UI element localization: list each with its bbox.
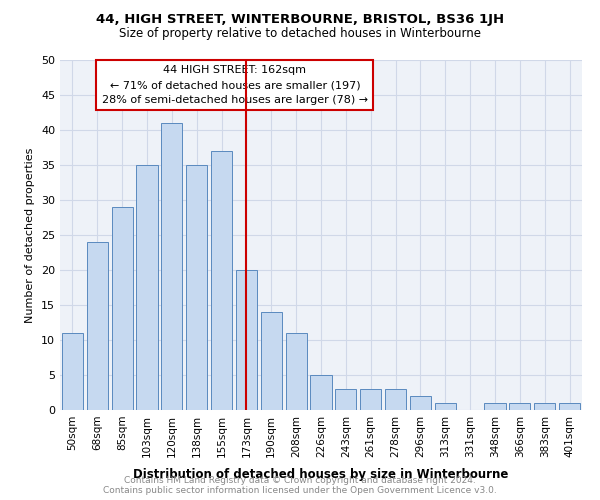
- Y-axis label: Number of detached properties: Number of detached properties: [25, 148, 35, 322]
- Bar: [534, 403, 555, 410]
- Bar: [87, 242, 108, 410]
- Bar: [410, 396, 431, 410]
- Bar: [261, 312, 282, 410]
- Text: 44 HIGH STREET: 162sqm
← 71% of detached houses are smaller (197)
28% of semi-de: 44 HIGH STREET: 162sqm ← 71% of detached…: [102, 66, 368, 105]
- Bar: [509, 403, 530, 410]
- Bar: [360, 389, 381, 410]
- Bar: [559, 403, 580, 410]
- Bar: [186, 165, 207, 410]
- X-axis label: Distribution of detached houses by size in Winterbourne: Distribution of detached houses by size …: [133, 468, 509, 481]
- Bar: [211, 151, 232, 410]
- Bar: [62, 333, 83, 410]
- Bar: [335, 389, 356, 410]
- Bar: [484, 403, 506, 410]
- Bar: [136, 165, 158, 410]
- Text: Size of property relative to detached houses in Winterbourne: Size of property relative to detached ho…: [119, 28, 481, 40]
- Bar: [236, 270, 257, 410]
- Text: 44, HIGH STREET, WINTERBOURNE, BRISTOL, BS36 1JH: 44, HIGH STREET, WINTERBOURNE, BRISTOL, …: [96, 12, 504, 26]
- Bar: [161, 123, 182, 410]
- Bar: [310, 375, 332, 410]
- Text: Contains HM Land Registry data © Crown copyright and database right 2024.
Contai: Contains HM Land Registry data © Crown c…: [103, 476, 497, 495]
- Bar: [435, 403, 456, 410]
- Bar: [112, 207, 133, 410]
- Bar: [286, 333, 307, 410]
- Bar: [385, 389, 406, 410]
